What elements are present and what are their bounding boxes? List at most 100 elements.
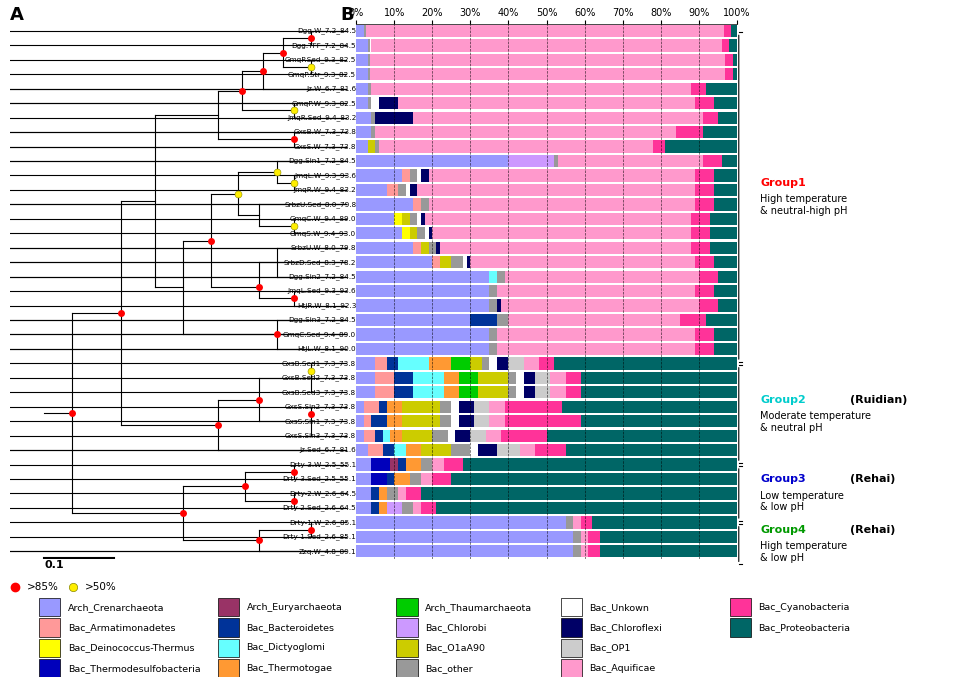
Bar — [560, 639, 582, 657]
Text: Bac_Armatimonadetes: Bac_Armatimonadetes — [67, 623, 176, 632]
Bar — [535, 444, 566, 456]
Text: Arch_Crenarchaeota: Arch_Crenarchaeota — [67, 603, 164, 612]
Text: Bac_Deinococcus-Thermus: Bac_Deinococcus-Thermus — [67, 643, 194, 653]
Bar — [490, 299, 497, 311]
Bar — [39, 639, 60, 657]
Bar — [467, 256, 470, 268]
Bar — [695, 285, 714, 297]
Bar — [364, 401, 379, 413]
Text: Bac_O1aA90: Bac_O1aA90 — [426, 643, 485, 653]
Bar — [695, 183, 714, 196]
Bar — [451, 415, 459, 427]
Text: GxsB.Sed3_7.3_73.8: GxsB.Sed3_7.3_73.8 — [282, 389, 356, 395]
Bar — [451, 401, 459, 413]
Text: GmqP.Sed_9.3_82.5: GmqP.Sed_9.3_82.5 — [285, 56, 356, 63]
Bar — [375, 372, 394, 384]
Bar — [428, 357, 451, 370]
Bar — [459, 386, 478, 399]
Bar — [436, 242, 440, 254]
Bar — [396, 639, 418, 657]
Text: Bac_OP1: Bac_OP1 — [590, 643, 630, 653]
Text: Drty-1.W_2.6_85.1: Drty-1.W_2.6_85.1 — [289, 519, 356, 526]
Bar — [432, 458, 444, 471]
Bar — [695, 328, 714, 341]
Bar — [600, 531, 737, 543]
Bar — [402, 227, 410, 240]
Text: GxsB.W_7.3_73.8: GxsB.W_7.3_73.8 — [294, 129, 356, 135]
Bar — [421, 198, 428, 211]
Bar — [695, 256, 714, 268]
Bar — [368, 39, 370, 51]
Bar — [459, 372, 478, 384]
Bar — [383, 444, 394, 456]
Bar — [714, 343, 737, 355]
Text: Dgg.Sin3_7.2_84.5: Dgg.Sin3_7.2_84.5 — [289, 317, 356, 324]
Text: & neutral pH: & neutral pH — [760, 422, 823, 433]
Bar — [497, 343, 695, 355]
Bar — [379, 487, 386, 500]
Bar — [524, 357, 539, 370]
Bar — [372, 487, 379, 500]
Bar — [581, 531, 589, 543]
Text: JmqR.Sed_9.4_83.2: JmqR.Sed_9.4_83.2 — [287, 114, 356, 121]
Bar — [421, 169, 428, 181]
Bar — [372, 126, 375, 138]
Bar — [364, 429, 375, 442]
Bar — [714, 97, 737, 110]
Bar — [444, 372, 459, 384]
Bar — [478, 386, 508, 399]
Bar — [356, 53, 368, 66]
Bar — [691, 242, 711, 254]
Text: Bac_other: Bac_other — [426, 663, 472, 673]
Bar — [428, 198, 695, 211]
Text: High temperature: High temperature — [760, 194, 847, 204]
Bar — [547, 429, 737, 442]
Text: GxsS.Sin2_7.3_73.8: GxsS.Sin2_7.3_73.8 — [285, 403, 356, 410]
Bar — [406, 487, 421, 500]
Bar — [356, 213, 394, 225]
Bar — [695, 198, 714, 211]
Bar — [356, 242, 414, 254]
Bar — [356, 39, 368, 51]
Bar — [372, 502, 379, 514]
Bar — [497, 285, 695, 297]
Text: GxsS.Sin3_7.3_73.8: GxsS.Sin3_7.3_73.8 — [285, 433, 356, 439]
Bar — [721, 39, 729, 51]
Bar — [691, 227, 711, 240]
Bar — [432, 227, 691, 240]
Text: GxsB.Sed2_7.3_73.8: GxsB.Sed2_7.3_73.8 — [282, 374, 356, 381]
Text: & low pH: & low pH — [760, 502, 804, 512]
Bar — [680, 314, 707, 326]
Bar — [370, 53, 725, 66]
Bar — [723, 25, 731, 37]
Bar — [372, 458, 390, 471]
Text: & low pH: & low pH — [760, 552, 804, 563]
Bar — [428, 227, 432, 240]
Bar — [356, 357, 375, 370]
Text: Arch_Euryarchaeota: Arch_Euryarchaeota — [247, 603, 343, 612]
Bar — [356, 429, 364, 442]
Bar — [490, 285, 497, 297]
Bar — [39, 598, 60, 616]
Bar — [440, 242, 691, 254]
Bar — [370, 68, 725, 81]
Bar — [375, 112, 414, 124]
Bar — [725, 53, 733, 66]
Bar — [414, 372, 444, 384]
Bar — [707, 314, 737, 326]
Bar — [421, 487, 737, 500]
Bar — [703, 112, 718, 124]
Bar — [731, 25, 737, 37]
Bar — [386, 502, 402, 514]
Bar — [406, 458, 421, 471]
Bar — [356, 386, 375, 399]
Bar — [703, 155, 721, 167]
Bar — [730, 619, 751, 636]
Bar — [714, 256, 737, 268]
Bar — [474, 401, 490, 413]
Text: JmqL.W_9.3_93.6: JmqL.W_9.3_93.6 — [294, 172, 356, 179]
Bar — [432, 429, 448, 442]
Bar — [375, 140, 379, 153]
Bar — [730, 598, 751, 616]
Text: SrbzD.Sed_8.3_78.2: SrbzD.Sed_8.3_78.2 — [284, 259, 356, 265]
